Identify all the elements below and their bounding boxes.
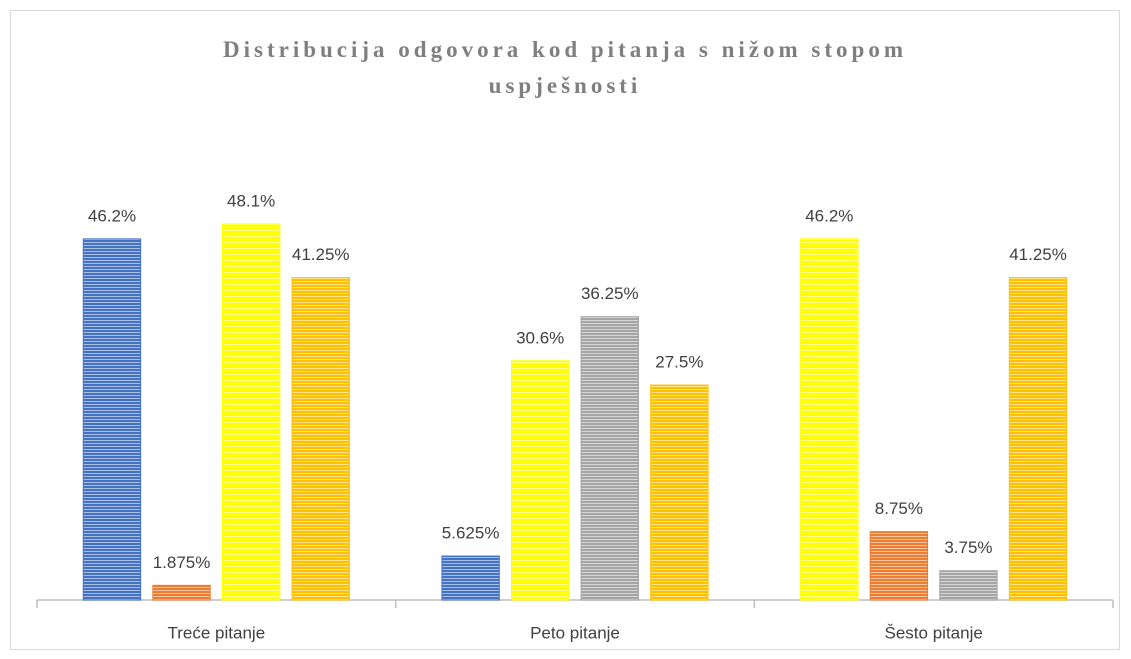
data-label: 5.625% [442,524,500,543]
bar [291,277,350,601]
data-label: 48.1% [227,192,275,211]
bar [580,316,639,601]
data-label: 8.75% [875,499,923,518]
bar [869,531,929,601]
bar [650,384,709,601]
bar [82,238,142,601]
data-label: 3.75% [944,538,992,557]
data-label: 27.5% [655,353,703,372]
chart-title: Distribucija odgovora kod pitanja s nižo… [223,37,907,98]
data-label: 46.2% [88,206,136,225]
x-tick-label: Peto pitanje [530,623,620,642]
bar [221,223,281,601]
bar [152,584,211,601]
bar [939,570,998,601]
data-label: 46.2% [805,206,853,225]
bar [800,238,859,601]
data-label: 1.875% [153,553,211,572]
x-tick-label: Treće pitanje [168,623,266,642]
data-label: 41.25% [292,245,350,264]
data-label: 36.25% [581,284,639,303]
bar [441,555,500,601]
data-label: 41.25% [1009,245,1067,264]
data-label: 30.6% [516,328,564,347]
bar [511,360,570,601]
bar [1008,277,1068,601]
x-tick-label: Šesto pitanje [885,623,983,642]
